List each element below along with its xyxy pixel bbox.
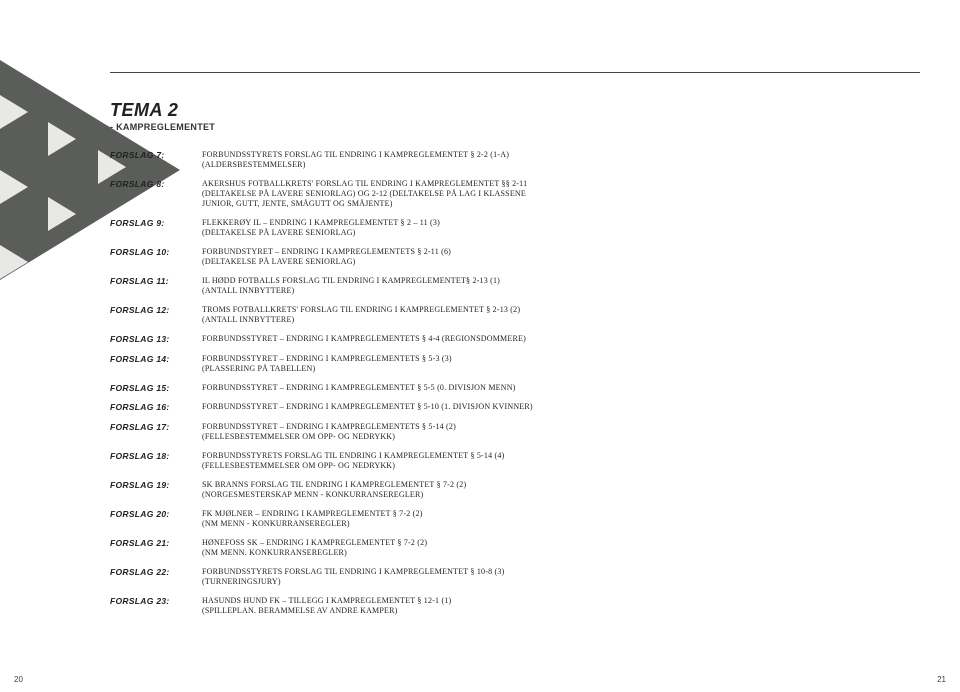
proposal-row: FORSLAG 16:FORBUNDSSTYRET – ENDRING I KA… bbox=[110, 402, 920, 413]
proposal-label: FORSLAG 21: bbox=[110, 538, 202, 558]
proposal-label: FORSLAG 13: bbox=[110, 334, 202, 345]
proposal-label: FORSLAG 22: bbox=[110, 567, 202, 587]
proposal-row: FORSLAG 11:IL HØDD FOTBALLS FORSLAG TIL … bbox=[110, 276, 920, 296]
proposal-label: FORSLAG 16: bbox=[110, 402, 202, 413]
proposal-label: FORSLAG 14: bbox=[110, 354, 202, 374]
proposal-row: FORSLAG 9:FLEKKERØY IL – ENDRING I KAMPR… bbox=[110, 218, 920, 238]
proposal-label: FORSLAG 17: bbox=[110, 422, 202, 442]
proposal-description: FORBUNDSSTYRETS FORSLAG TIL ENDRING I KA… bbox=[202, 150, 509, 170]
proposal-description: TROMS FOTBALLKRETS' FORSLAG TIL ENDRING … bbox=[202, 305, 520, 325]
proposal-row: FORSLAG 22:FORBUNDSSTYRETS FORSLAG TIL E… bbox=[110, 567, 920, 587]
proposal-description: HØNEFOSS SK – ENDRING I KAMPREGLEMENTET … bbox=[202, 538, 427, 558]
proposal-row: FORSLAG 12:TROMS FOTBALLKRETS' FORSLAG T… bbox=[110, 305, 920, 325]
proposal-label: FORSLAG 9: bbox=[110, 218, 202, 238]
proposal-description: FORBUNDSTYRET – ENDRING I KAMPREGLEMENTE… bbox=[202, 247, 451, 267]
proposal-description: FLEKKERØY IL – ENDRING I KAMPREGLEMENTET… bbox=[202, 218, 440, 238]
page-title: TEMA 2 bbox=[110, 100, 920, 121]
proposal-row: FORSLAG 8:AKERSHUS FOTBALLKRETS' FORSLAG… bbox=[110, 179, 920, 209]
proposal-description: AKERSHUS FOTBALLKRETS' FORSLAG TIL ENDRI… bbox=[202, 179, 527, 209]
proposal-label: FORSLAG 20: bbox=[110, 509, 202, 529]
proposal-row: FORSLAG 7:FORBUNDSSTYRETS FORSLAG TIL EN… bbox=[110, 150, 920, 170]
horizontal-rule bbox=[110, 72, 920, 73]
proposal-label: FORSLAG 23: bbox=[110, 596, 202, 616]
proposal-label: FORSLAG 10: bbox=[110, 247, 202, 267]
proposal-description: FORBUNDSSTYRET – ENDRING I KAMPREGLEMENT… bbox=[202, 383, 516, 394]
proposal-row: FORSLAG 17:FORBUNDSSTYRET – ENDRING I KA… bbox=[110, 422, 920, 442]
proposal-label: FORSLAG 11: bbox=[110, 276, 202, 296]
proposal-row: FORSLAG 21:HØNEFOSS SK – ENDRING I KAMPR… bbox=[110, 538, 920, 558]
proposal-list: FORSLAG 7:FORBUNDSSTYRETS FORSLAG TIL EN… bbox=[110, 150, 920, 616]
page-number-left: 20 bbox=[14, 675, 23, 684]
proposal-label: FORSLAG 15: bbox=[110, 383, 202, 394]
proposal-description: FORBUNDSSTYRET – ENDRING I KAMPREGLEMENT… bbox=[202, 334, 526, 345]
proposal-description: FORBUNDSSTYRET – ENDRING I KAMPREGLEMENT… bbox=[202, 402, 533, 413]
main-content: TEMA 2 - KAMPREGLEMENTET FORSLAG 7:FORBU… bbox=[110, 100, 920, 625]
proposal-label: FORSLAG 8: bbox=[110, 179, 202, 209]
proposal-label: FORSLAG 19: bbox=[110, 480, 202, 500]
proposal-description: FORBUNDSSTYRET – ENDRING I KAMPREGLEMENT… bbox=[202, 422, 456, 442]
proposal-description: HASUNDS HUND FK – TILLEGG I KAMPREGLEMEN… bbox=[202, 596, 451, 616]
proposal-description: IL HØDD FOTBALLS FORSLAG TIL ENDRING I K… bbox=[202, 276, 500, 296]
page-number-right: 21 bbox=[937, 675, 946, 684]
proposal-row: FORSLAG 13:FORBUNDSSTYRET – ENDRING I KA… bbox=[110, 334, 920, 345]
proposal-row: FORSLAG 14:FORBUNDSSTYRET – ENDRING I KA… bbox=[110, 354, 920, 374]
proposal-row: FORSLAG 18:FORBUNDSSTYRETS FORSLAG TIL E… bbox=[110, 451, 920, 471]
proposal-row: FORSLAG 19:SK BRANNS FORSLAG TIL ENDRING… bbox=[110, 480, 920, 500]
proposal-row: FORSLAG 23:HASUNDS HUND FK – TILLEGG I K… bbox=[110, 596, 920, 616]
page-subtitle: - KAMPREGLEMENTET bbox=[110, 122, 920, 132]
proposal-row: FORSLAG 20:FK MJØLNER – ENDRING I KAMPRE… bbox=[110, 509, 920, 529]
proposal-row: FORSLAG 15:FORBUNDSSTYRET – ENDRING I KA… bbox=[110, 383, 920, 394]
proposal-description: FORBUNDSSTYRET – ENDRING I KAMPREGLEMENT… bbox=[202, 354, 452, 374]
proposal-description: FORBUNDSSTYRETS FORSLAG TIL ENDRING I KA… bbox=[202, 567, 504, 587]
proposal-row: FORSLAG 10:FORBUNDSTYRET – ENDRING I KAM… bbox=[110, 247, 920, 267]
proposal-description: FK MJØLNER – ENDRING I KAMPREGLEMENTET §… bbox=[202, 509, 423, 529]
proposal-label: FORSLAG 18: bbox=[110, 451, 202, 471]
proposal-description: FORBUNDSSTYRETS FORSLAG TIL ENDRING I KA… bbox=[202, 451, 504, 471]
proposal-label: FORSLAG 7: bbox=[110, 150, 202, 170]
proposal-description: SK BRANNS FORSLAG TIL ENDRING I KAMPREGL… bbox=[202, 480, 466, 500]
proposal-label: FORSLAG 12: bbox=[110, 305, 202, 325]
